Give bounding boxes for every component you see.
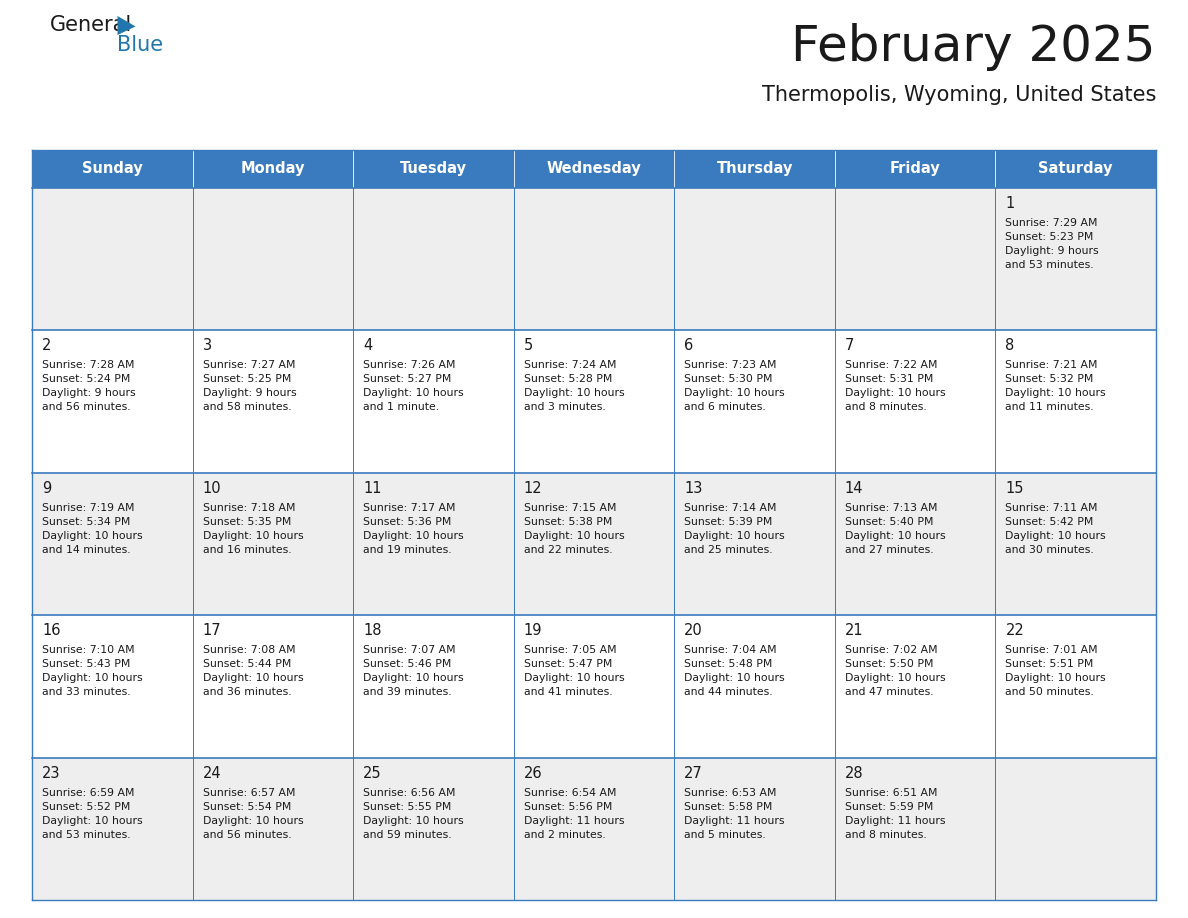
Text: 19: 19 xyxy=(524,623,542,638)
Bar xyxy=(32,150,192,188)
Text: 10: 10 xyxy=(203,481,221,496)
Text: Sunrise: 7:27 AM
Sunset: 5:25 PM
Daylight: 9 hours
and 58 minutes.: Sunrise: 7:27 AM Sunset: 5:25 PM Dayligh… xyxy=(203,361,296,412)
Text: Sunrise: 7:08 AM
Sunset: 5:44 PM
Daylight: 10 hours
and 36 minutes.: Sunrise: 7:08 AM Sunset: 5:44 PM Dayligh… xyxy=(203,645,303,697)
Text: 3: 3 xyxy=(203,339,211,353)
Text: 5: 5 xyxy=(524,339,533,353)
Text: 12: 12 xyxy=(524,481,543,496)
Text: Sunrise: 7:21 AM
Sunset: 5:32 PM
Daylight: 10 hours
and 11 minutes.: Sunrise: 7:21 AM Sunset: 5:32 PM Dayligh… xyxy=(1005,361,1106,412)
Text: Sunrise: 7:13 AM
Sunset: 5:40 PM
Daylight: 10 hours
and 27 minutes.: Sunrise: 7:13 AM Sunset: 5:40 PM Dayligh… xyxy=(845,503,946,554)
Text: 13: 13 xyxy=(684,481,702,496)
Text: Wednesday: Wednesday xyxy=(546,162,642,176)
Text: Saturday: Saturday xyxy=(1038,162,1113,176)
Text: Sunrise: 7:02 AM
Sunset: 5:50 PM
Daylight: 10 hours
and 47 minutes.: Sunrise: 7:02 AM Sunset: 5:50 PM Dayligh… xyxy=(845,645,946,697)
Bar xyxy=(32,757,1156,900)
Text: 23: 23 xyxy=(42,766,61,780)
Text: 24: 24 xyxy=(203,766,221,780)
Text: Sunrise: 7:23 AM
Sunset: 5:30 PM
Daylight: 10 hours
and 6 minutes.: Sunrise: 7:23 AM Sunset: 5:30 PM Dayligh… xyxy=(684,361,785,412)
Text: Sunrise: 7:24 AM
Sunset: 5:28 PM
Daylight: 10 hours
and 3 minutes.: Sunrise: 7:24 AM Sunset: 5:28 PM Dayligh… xyxy=(524,361,625,412)
Text: 6: 6 xyxy=(684,339,694,353)
Text: 14: 14 xyxy=(845,481,864,496)
Text: Blue: Blue xyxy=(118,35,164,55)
Text: Sunrise: 7:15 AM
Sunset: 5:38 PM
Daylight: 10 hours
and 22 minutes.: Sunrise: 7:15 AM Sunset: 5:38 PM Dayligh… xyxy=(524,503,625,554)
Bar xyxy=(32,615,1156,757)
Text: 4: 4 xyxy=(364,339,372,353)
Text: 25: 25 xyxy=(364,766,381,780)
Bar xyxy=(675,150,835,188)
Text: 15: 15 xyxy=(1005,481,1024,496)
Text: Sunrise: 7:14 AM
Sunset: 5:39 PM
Daylight: 10 hours
and 25 minutes.: Sunrise: 7:14 AM Sunset: 5:39 PM Dayligh… xyxy=(684,503,785,554)
Text: Sunrise: 7:29 AM
Sunset: 5:23 PM
Daylight: 9 hours
and 53 minutes.: Sunrise: 7:29 AM Sunset: 5:23 PM Dayligh… xyxy=(1005,218,1099,270)
Text: Sunrise: 7:17 AM
Sunset: 5:36 PM
Daylight: 10 hours
and 19 minutes.: Sunrise: 7:17 AM Sunset: 5:36 PM Dayligh… xyxy=(364,503,463,554)
Text: 27: 27 xyxy=(684,766,703,780)
Polygon shape xyxy=(118,16,135,35)
Text: Friday: Friday xyxy=(890,162,941,176)
Text: Monday: Monday xyxy=(241,162,305,176)
Text: Sunrise: 7:07 AM
Sunset: 5:46 PM
Daylight: 10 hours
and 39 minutes.: Sunrise: 7:07 AM Sunset: 5:46 PM Dayligh… xyxy=(364,645,463,697)
Text: 8: 8 xyxy=(1005,339,1015,353)
Text: 20: 20 xyxy=(684,623,703,638)
Text: Sunrise: 6:56 AM
Sunset: 5:55 PM
Daylight: 10 hours
and 59 minutes.: Sunrise: 6:56 AM Sunset: 5:55 PM Dayligh… xyxy=(364,788,463,840)
Text: Sunrise: 6:59 AM
Sunset: 5:52 PM
Daylight: 10 hours
and 53 minutes.: Sunrise: 6:59 AM Sunset: 5:52 PM Dayligh… xyxy=(42,788,143,840)
Text: Sunday: Sunday xyxy=(82,162,143,176)
Text: 18: 18 xyxy=(364,623,381,638)
Text: General: General xyxy=(50,15,132,35)
Text: 9: 9 xyxy=(42,481,51,496)
Text: Sunrise: 6:54 AM
Sunset: 5:56 PM
Daylight: 11 hours
and 2 minutes.: Sunrise: 6:54 AM Sunset: 5:56 PM Dayligh… xyxy=(524,788,624,840)
Text: 17: 17 xyxy=(203,623,221,638)
Bar xyxy=(192,150,353,188)
Text: 1: 1 xyxy=(1005,196,1015,211)
Text: Sunrise: 7:04 AM
Sunset: 5:48 PM
Daylight: 10 hours
and 44 minutes.: Sunrise: 7:04 AM Sunset: 5:48 PM Dayligh… xyxy=(684,645,785,697)
Text: Thursday: Thursday xyxy=(716,162,792,176)
Text: Sunrise: 7:26 AM
Sunset: 5:27 PM
Daylight: 10 hours
and 1 minute.: Sunrise: 7:26 AM Sunset: 5:27 PM Dayligh… xyxy=(364,361,463,412)
Bar xyxy=(835,150,996,188)
Text: Tuesday: Tuesday xyxy=(400,162,467,176)
Text: Sunrise: 6:53 AM
Sunset: 5:58 PM
Daylight: 11 hours
and 5 minutes.: Sunrise: 6:53 AM Sunset: 5:58 PM Dayligh… xyxy=(684,788,785,840)
Bar xyxy=(513,150,675,188)
Bar xyxy=(32,330,1156,473)
Text: Sunrise: 7:28 AM
Sunset: 5:24 PM
Daylight: 9 hours
and 56 minutes.: Sunrise: 7:28 AM Sunset: 5:24 PM Dayligh… xyxy=(42,361,135,412)
Text: 11: 11 xyxy=(364,481,381,496)
Text: 26: 26 xyxy=(524,766,543,780)
Bar xyxy=(32,473,1156,615)
Text: 7: 7 xyxy=(845,339,854,353)
Text: 22: 22 xyxy=(1005,623,1024,638)
Text: Sunrise: 7:22 AM
Sunset: 5:31 PM
Daylight: 10 hours
and 8 minutes.: Sunrise: 7:22 AM Sunset: 5:31 PM Dayligh… xyxy=(845,361,946,412)
Text: 16: 16 xyxy=(42,623,61,638)
Text: Sunrise: 7:11 AM
Sunset: 5:42 PM
Daylight: 10 hours
and 30 minutes.: Sunrise: 7:11 AM Sunset: 5:42 PM Dayligh… xyxy=(1005,503,1106,554)
Text: Sunrise: 7:05 AM
Sunset: 5:47 PM
Daylight: 10 hours
and 41 minutes.: Sunrise: 7:05 AM Sunset: 5:47 PM Dayligh… xyxy=(524,645,625,697)
Bar xyxy=(996,150,1156,188)
Text: February 2025: February 2025 xyxy=(791,23,1156,71)
Text: Thermopolis, Wyoming, United States: Thermopolis, Wyoming, United States xyxy=(762,85,1156,105)
Text: 21: 21 xyxy=(845,623,864,638)
Text: Sunrise: 7:01 AM
Sunset: 5:51 PM
Daylight: 10 hours
and 50 minutes.: Sunrise: 7:01 AM Sunset: 5:51 PM Dayligh… xyxy=(1005,645,1106,697)
Text: Sunrise: 6:57 AM
Sunset: 5:54 PM
Daylight: 10 hours
and 56 minutes.: Sunrise: 6:57 AM Sunset: 5:54 PM Dayligh… xyxy=(203,788,303,840)
Text: Sunrise: 7:10 AM
Sunset: 5:43 PM
Daylight: 10 hours
and 33 minutes.: Sunrise: 7:10 AM Sunset: 5:43 PM Dayligh… xyxy=(42,645,143,697)
Bar xyxy=(32,188,1156,330)
Text: Sunrise: 6:51 AM
Sunset: 5:59 PM
Daylight: 11 hours
and 8 minutes.: Sunrise: 6:51 AM Sunset: 5:59 PM Dayligh… xyxy=(845,788,946,840)
Text: Sunrise: 7:19 AM
Sunset: 5:34 PM
Daylight: 10 hours
and 14 minutes.: Sunrise: 7:19 AM Sunset: 5:34 PM Dayligh… xyxy=(42,503,143,554)
Text: 28: 28 xyxy=(845,766,864,780)
Text: 2: 2 xyxy=(42,339,51,353)
Bar xyxy=(353,150,513,188)
Text: Sunrise: 7:18 AM
Sunset: 5:35 PM
Daylight: 10 hours
and 16 minutes.: Sunrise: 7:18 AM Sunset: 5:35 PM Dayligh… xyxy=(203,503,303,554)
